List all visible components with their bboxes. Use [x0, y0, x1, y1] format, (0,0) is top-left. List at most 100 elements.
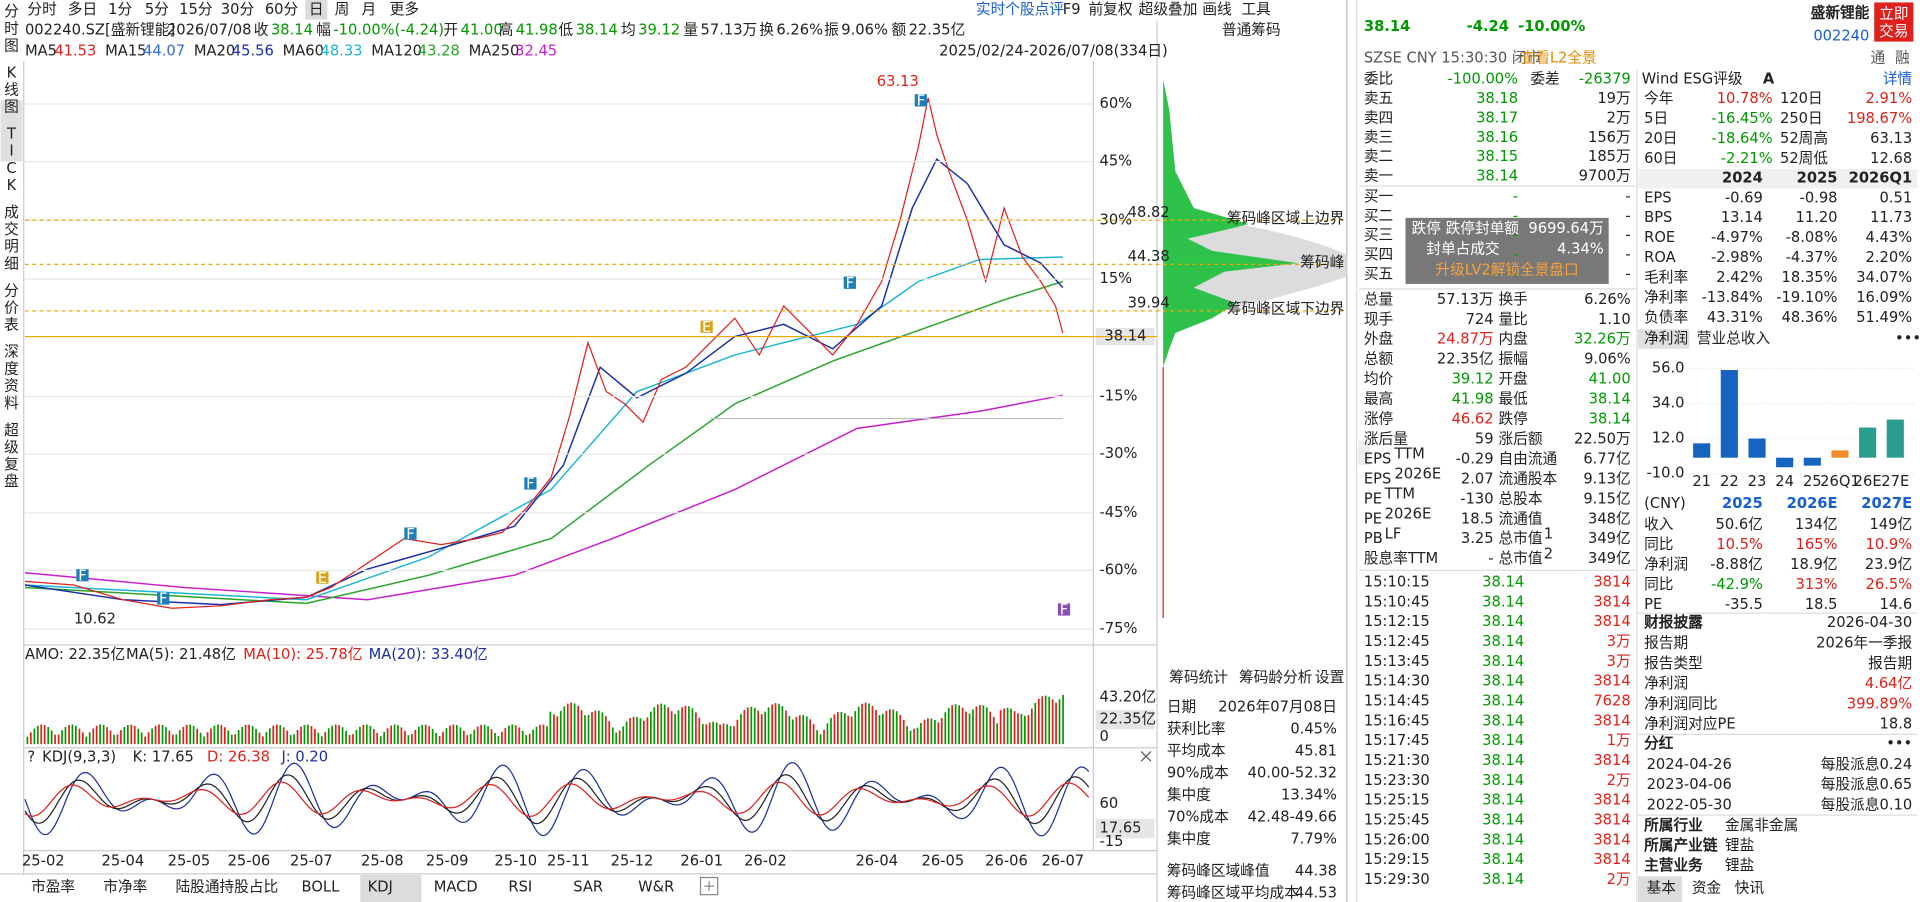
ob-price: -	[1513, 227, 1518, 244]
toolbar-tab[interactable]: 更多	[390, 1, 419, 18]
trade-button[interactable]	[1874, 2, 1914, 42]
sidebar-item[interactable]: 明	[4, 238, 19, 255]
overlay-link[interactable]: 升级LV2解锁全景盘口	[1435, 260, 1578, 278]
add-tab[interactable]	[699, 876, 719, 896]
toolbar-tab[interactable]: 周	[335, 1, 350, 18]
bottom-tab[interactable]: 资金	[1692, 880, 1722, 897]
chart-tab[interactable]: 营业总收入	[1697, 330, 1771, 347]
stat-label: 总股本	[1499, 490, 1543, 507]
indicator-tab[interactable]: 市净率	[103, 878, 147, 895]
tick-time: 15:17:45	[1364, 732, 1430, 749]
tick-price: 38.14	[1482, 831, 1524, 848]
event-marker[interactable]	[316, 571, 329, 584]
toolbar-tab[interactable]: 月	[362, 1, 377, 18]
event-marker[interactable]	[843, 276, 856, 289]
toolbar-button[interactable]: 画线	[1202, 1, 1232, 18]
chart-tab[interactable]: 净利润	[1644, 330, 1688, 347]
close-icon[interactable]	[1140, 751, 1152, 762]
chip-tab[interactable]: 设置	[1315, 669, 1344, 686]
fin-value: 11.73	[1870, 209, 1912, 226]
indicator-tab[interactable]: RSI	[508, 878, 532, 895]
event-marker[interactable]	[157, 592, 170, 605]
sidebar-item[interactable]: 资	[4, 378, 19, 395]
sidebar-item[interactable]: 图	[4, 38, 19, 55]
chip-stat-label: 70%成本	[1167, 809, 1229, 826]
event-marker[interactable]	[1057, 603, 1071, 616]
event-marker-label: F	[406, 526, 414, 543]
sidebar-item[interactable]: 图	[4, 99, 19, 116]
indicator-tab[interactable]: 陆股通持股占比	[175, 878, 278, 895]
kdj-legend: K: 17.65	[133, 749, 194, 766]
toolbar-tab[interactable]: 日	[309, 1, 324, 18]
bottom-tab[interactable]: 快讯	[1735, 880, 1765, 897]
toolbar-tab[interactable]: 60分	[265, 1, 299, 18]
sidebar-item[interactable]: 价	[4, 299, 19, 316]
event-marker[interactable]	[700, 320, 713, 333]
toolbar-tab[interactable]: 5分	[145, 1, 169, 18]
event-marker[interactable]	[76, 569, 89, 582]
chip-tab[interactable]: 筹码统计	[1169, 669, 1228, 686]
sidebar-item[interactable]: T	[6, 126, 16, 143]
sidebar-item[interactable]: 分	[4, 282, 19, 299]
lv2-overlay[interactable]	[1405, 217, 1609, 284]
tick-price: 38.14	[1482, 752, 1524, 769]
sidebar-item[interactable]: 成	[4, 204, 19, 221]
sidebar-item[interactable]: I	[9, 143, 13, 160]
indicator-tab[interactable]: 市盈率	[31, 878, 75, 895]
bottom-tab[interactable]: 基本	[1647, 880, 1677, 897]
sidebar-item[interactable]: 超	[4, 422, 19, 439]
sidebar-item[interactable]: 度	[4, 361, 19, 378]
indicator-tab[interactable]: BOLL	[302, 878, 341, 895]
quote-value: 39.12	[638, 22, 680, 39]
toolbar-tab[interactable]: 1分	[108, 1, 132, 18]
toolbar-button[interactable]: 实时个股点评	[976, 1, 1064, 18]
toolbar-tab[interactable]: 30分	[221, 1, 255, 18]
sidebar-item[interactable]: 表	[4, 317, 19, 334]
indicator-tab[interactable]: MACD	[434, 878, 478, 895]
sidebar-item[interactable]: 细	[4, 255, 19, 272]
more[interactable]: •••	[1886, 735, 1912, 752]
sidebar-item[interactable]: 线	[4, 82, 19, 99]
indicator-tab[interactable]: W&R	[638, 878, 674, 895]
stat-label: PB	[1364, 530, 1383, 547]
sidebar-item[interactable]: 级	[4, 439, 19, 456]
sidebar-item[interactable]: K	[7, 64, 17, 81]
return-label: 今年	[1644, 90, 1673, 107]
sidebar-item[interactable]: 深	[4, 343, 19, 360]
report-label: 报告期	[1644, 635, 1688, 652]
stock-name: 盛新锂能	[1811, 3, 1870, 21]
chart-tab[interactable]: •••	[1895, 330, 1920, 347]
trade-text[interactable]: 立即	[1879, 6, 1908, 23]
sidebar-item[interactable]: 时	[4, 20, 19, 37]
chip-stat-value: 2026年07月08日	[1218, 698, 1337, 715]
stat-label: 开盘	[1499, 370, 1529, 388]
toolbar-tab[interactable]: 多日	[68, 1, 97, 18]
event-marker[interactable]	[404, 527, 417, 540]
trade-text[interactable]: 交易	[1879, 22, 1908, 40]
l2-link[interactable]: 查看L2全景	[1521, 49, 1597, 67]
sidebar-item[interactable]: 分	[4, 3, 19, 20]
esg-detail[interactable]: 详情	[1883, 71, 1913, 88]
toolbar-button[interactable]: 超级叠加	[1139, 1, 1198, 18]
sidebar-item[interactable]: 盘	[4, 472, 19, 490]
chip-tab[interactable]: 筹码龄分析	[1239, 669, 1313, 686]
sidebar-item[interactable]: 料	[4, 395, 19, 412]
toolbar-button[interactable]: 前复权	[1089, 0, 1133, 18]
event-marker[interactable]	[524, 477, 537, 490]
collapse[interactable]	[1357, 440, 1370, 466]
ob-value: -100.00%	[1448, 71, 1519, 88]
quote-label: 额	[891, 22, 906, 39]
sidebar-item[interactable]: 交	[4, 220, 19, 238]
toolbar-tab[interactable]: 分时	[27, 1, 57, 18]
indicator-tab[interactable]: SAR	[573, 878, 603, 895]
indicator-tab[interactable]: KDJ	[368, 878, 393, 895]
help-icon[interactable]: ?	[27, 749, 35, 766]
sidebar-item[interactable]: K	[7, 177, 17, 194]
sidebar-item[interactable]: C	[6, 160, 16, 177]
sidebar-item[interactable]: 复	[4, 455, 19, 473]
stat-label: 跌停	[1499, 411, 1528, 428]
toolbar-button[interactable]: 工具	[1241, 1, 1271, 18]
toolbar-button[interactable]: F9	[1063, 1, 1081, 18]
toolbar-tab[interactable]: 15分	[179, 1, 213, 18]
event-marker[interactable]	[914, 94, 927, 107]
